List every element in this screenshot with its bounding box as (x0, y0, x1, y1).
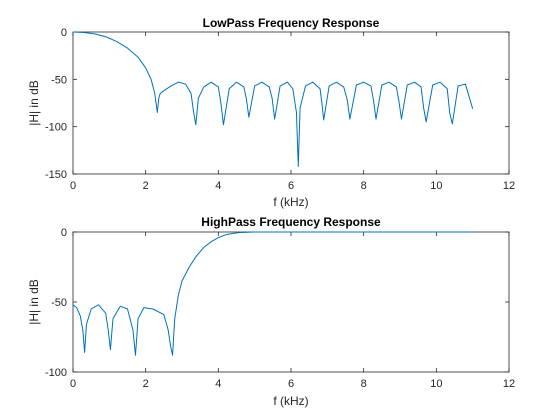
x-tick-label: 6 (288, 378, 294, 390)
x-tick-label: 12 (503, 180, 515, 192)
y-tick-label: -150 (45, 169, 67, 181)
x-tick-label: 12 (503, 378, 515, 390)
x-tick-label: 4 (215, 180, 221, 192)
chart-title: HighPass Frequency Response (201, 215, 381, 229)
x-tick-label: 0 (70, 378, 76, 390)
plot-area (72, 31, 474, 167)
x-axis: 0 2 4 6 8 10 12 (70, 232, 515, 390)
y-tick-label: -50 (51, 297, 67, 309)
highpass-subplot: HighPass Frequency Response 0 2 4 6 8 10 12 0-… (27, 215, 515, 408)
x-axis-label: f (kHz) (273, 394, 308, 408)
y-tick-label: -100 (45, 122, 67, 134)
x-tick-label: 2 (143, 180, 149, 192)
x-tick-label: 0 (70, 180, 76, 192)
y-tick-label: 0 (61, 27, 67, 39)
y-tick-label: 0 (61, 227, 67, 239)
y-axis-label: |H| in dB (27, 80, 41, 126)
x-tick-label: 4 (215, 378, 221, 390)
series-line (72, 231, 473, 356)
x-tick-label: 2 (143, 378, 149, 390)
y-tick-label: -100 (45, 367, 67, 379)
y-axis: 0 -50 -100 (45, 227, 509, 379)
x-tick-label: 10 (430, 378, 442, 390)
y-axis-label: |H| in dB (27, 279, 41, 325)
x-axis-label: f (kHz) (273, 195, 308, 209)
x-tick-label: 8 (361, 180, 367, 192)
x-tick-label: 8 (361, 378, 367, 390)
y-tick-label: -50 (51, 74, 67, 86)
plot-area (72, 231, 473, 356)
x-tick-label: 6 (288, 180, 294, 192)
chart-title: LowPass Frequency Response (203, 16, 380, 30)
lowpass-subplot: LowPass Frequency Response 0 2 4 6 8 10 12 0 -5… (27, 16, 515, 209)
x-tick-label: 10 (430, 180, 442, 192)
series-line (72, 31, 474, 167)
x-axis: 0 2 4 6 8 10 12 (70, 32, 515, 192)
